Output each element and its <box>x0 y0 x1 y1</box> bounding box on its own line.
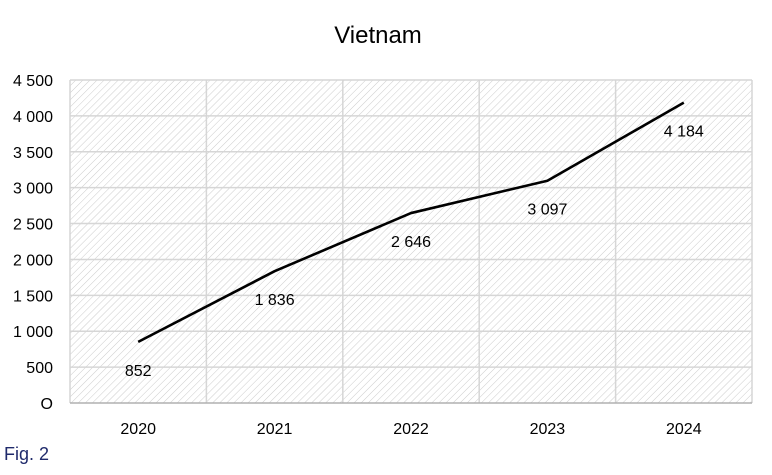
y-tick-label: 1 000 <box>13 324 53 341</box>
x-tick-label: 2024 <box>666 421 702 438</box>
axes: O 500 1 000 1 500 2 000 2 500 3 000 3 500 4 000 4… <box>13 73 752 438</box>
data-label: 2 646 <box>391 234 431 251</box>
x-tick-label: 2021 <box>257 421 293 438</box>
plot-area <box>70 80 752 403</box>
data-label: 3 097 <box>527 202 567 219</box>
x-tick-label: 2022 <box>393 421 429 438</box>
y-tick-label: 3 000 <box>13 181 53 198</box>
x-tick-label: 2020 <box>120 421 156 438</box>
data-label: 1 836 <box>255 292 295 309</box>
y-tick-label: 3 500 <box>13 145 53 162</box>
y-tick-label: 500 <box>26 360 53 377</box>
data-label: 4 184 <box>664 124 704 141</box>
series-line <box>137 101 685 343</box>
y-tick-label: 4 500 <box>13 73 53 90</box>
x-tick-label: 2023 <box>530 421 566 438</box>
y-tick-label: 4 000 <box>13 109 53 126</box>
data-label: 852 <box>125 363 152 380</box>
figure-caption: Fig. 2 <box>4 444 50 464</box>
chart-title: Vietnam <box>334 22 422 49</box>
data-labels: 852 1 836 2 646 3 097 4 184 <box>125 124 704 380</box>
y-tick-label: O <box>41 396 53 413</box>
y-tick-label: 2 500 <box>13 217 53 234</box>
gridlines <box>69 79 753 403</box>
y-tick-label: 1 500 <box>13 288 53 305</box>
y-tick-label: 2 000 <box>13 252 53 269</box>
series-layer <box>137 101 685 343</box>
